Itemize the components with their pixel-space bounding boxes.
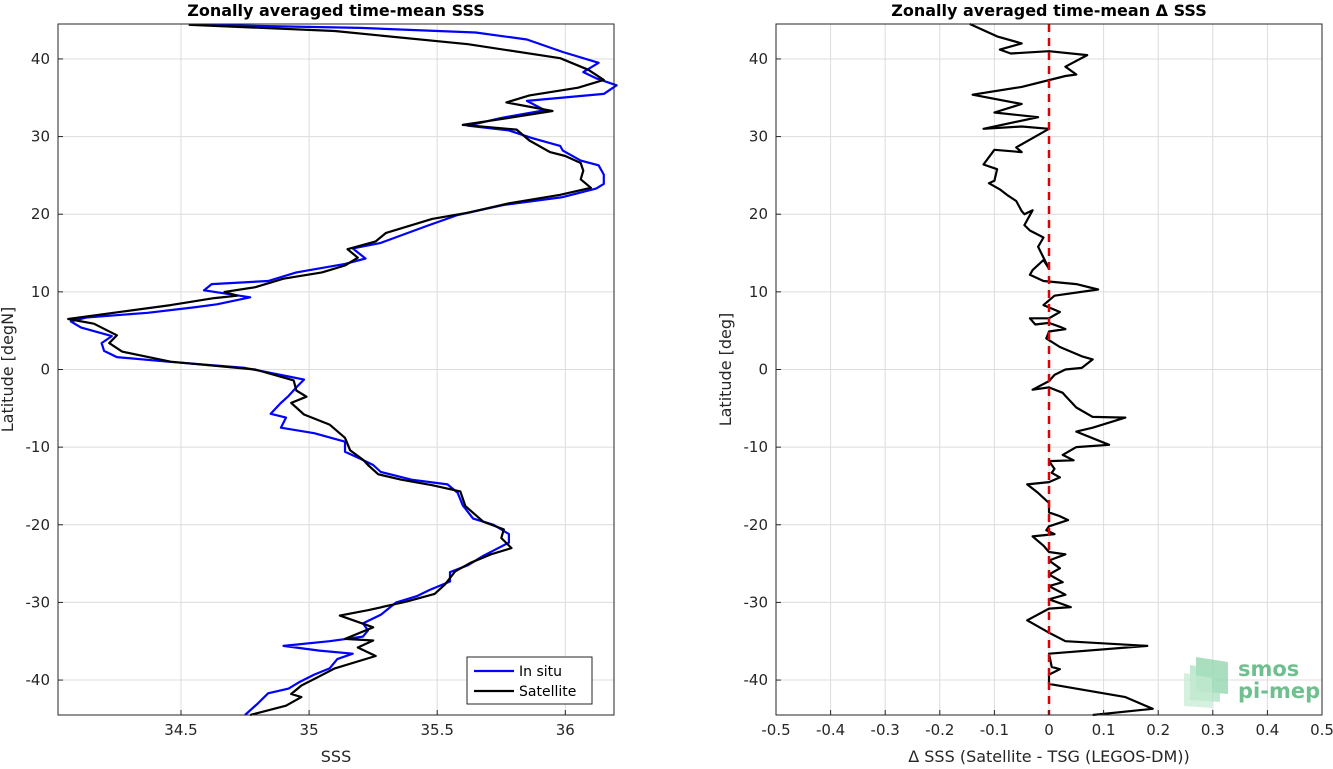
legend-label-in-situ: In situ: [519, 664, 562, 680]
legend: In situ Satellite: [467, 657, 592, 704]
delta-y-tick-label: -40: [744, 671, 769, 689]
delta-tick-layer: -0.5 -0.4 -0.3 -0.2 -0.1 0 0.1 0.2 0.3 0.4 0.5 -40 -…: [744, 50, 1333, 739]
sss-tick-layer: 34.5 35 35.5 36 -40 -30 -20 -10 0 10 20 30 40: [26, 50, 575, 739]
sss-y-tick-label: -20: [26, 516, 51, 534]
delta-x-tick-label: 0: [1044, 721, 1054, 739]
delta-x-axis-label: Δ SSS (Satellite - TSG (LEGOS-DM)): [908, 747, 1190, 765]
delta-y-tick-label: -30: [744, 593, 769, 611]
sss-x-tick-label: 35: [300, 721, 319, 739]
delta-x-tick-label: 0.3: [1201, 721, 1225, 739]
sss-y-tick-label: 40: [31, 50, 50, 68]
delta-x-tick-label: -0.1: [980, 721, 1009, 739]
delta-y-axis-label: Latitude [deg]: [716, 313, 735, 427]
sss-chart-title: Zonally averaged time-mean SSS: [187, 1, 485, 20]
delta-y-tick-label: 40: [749, 50, 768, 68]
logo-line-2: pi-mep: [1238, 679, 1320, 703]
delta-x-tick-label: -0.2: [925, 721, 954, 739]
sss-y-tick-label: 20: [31, 205, 50, 223]
delta-sss-panel: -0.5 -0.4 -0.3 -0.2 -0.1 0 0.1 0.2 0.3 0.4 0.5 -40 -…: [716, 1, 1333, 765]
delta-x-tick-label: 0.1: [1092, 721, 1116, 739]
delta-x-tick-label: -0.4: [816, 721, 845, 739]
sss-y-tick-label: -40: [26, 671, 51, 689]
delta-x-tick-label: 0.2: [1146, 721, 1170, 739]
delta-x-tick-label: 0.5: [1310, 721, 1333, 739]
sss-y-tick-label: -10: [26, 438, 51, 456]
sss-panel: 34.5 35 35.5 36 -40 -30 -20 -10 0 10 20 30 40 Zonall…: [0, 1, 617, 765]
sss-y-tick-label: 30: [31, 128, 50, 146]
delta-chart-title: Zonally averaged time-mean Δ SSS: [891, 1, 1207, 20]
sss-x-axis-label: SSS: [321, 747, 351, 765]
delta-x-tick-label: 0.4: [1255, 721, 1279, 739]
sss-x-tick-label: 35.5: [421, 721, 454, 739]
sss-y-tick-label: -30: [26, 593, 51, 611]
delta-y-tick-label: 30: [749, 128, 768, 146]
sss-y-tick-label: 10: [31, 283, 50, 301]
delta-y-tick-label: 20: [749, 205, 768, 223]
sss-x-tick-label: 36: [556, 721, 575, 739]
delta-y-tick-label: -20: [744, 516, 769, 534]
logo-line-1: smos: [1238, 657, 1299, 681]
sss-grid: [58, 24, 614, 715]
delta-y-tick-label: 10: [749, 283, 768, 301]
logo-mark-icon: [1184, 657, 1228, 708]
delta-x-tick-label: -0.3: [871, 721, 900, 739]
smos-pi-mep-logo: smos pi-mep: [1184, 657, 1320, 708]
delta-y-tick-label: 0: [758, 361, 768, 379]
sss-x-tick-label: 34.5: [164, 721, 197, 739]
delta-x-tick-label: -0.5: [761, 721, 790, 739]
sss-y-tick-label: 0: [40, 361, 50, 379]
delta-y-tick-label: -10: [744, 438, 769, 456]
sss-y-axis-label: Latitude [degN]: [0, 307, 17, 433]
legend-label-satellite: Satellite: [519, 684, 576, 700]
